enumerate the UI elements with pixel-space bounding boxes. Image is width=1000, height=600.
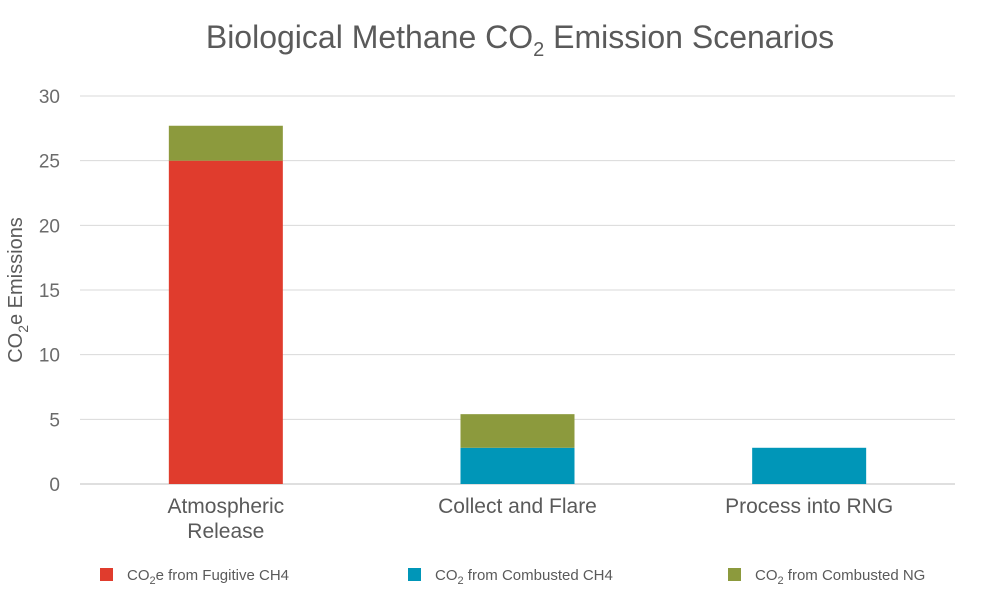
legend-label: CO2 from Combusted NG [755,567,925,587]
x-category-label-line: Atmospheric [167,495,284,518]
legend-label-pre: CO [435,567,458,584]
legend-label-post: from Combusted NG [784,567,926,584]
x-axis-categories: Atmospheric Release Collect and Flare Proce… [167,495,893,543]
y-tick-label: 20 [39,216,60,237]
x-category-label-line: Collect and Flare [438,495,597,518]
y-tick-label: 15 [39,281,60,302]
bar-segment [168,125,283,161]
bars [168,125,867,484]
legend-label: CO2e from Fugitive CH4 [127,567,289,587]
y-tick-label: 10 [39,346,60,367]
bar-segment [752,447,867,484]
bar-segment [460,414,575,448]
bar-segment [460,447,575,484]
legend-swatch [100,568,113,581]
chart-title: Biological Methane CO2 Emission Scenario… [206,19,834,61]
chart-title-subscript: 2 [533,39,544,61]
x-category-label: Collect and Flare [438,495,597,518]
y-axis-label-post: e Emissions [5,217,27,325]
x-category-label-line: Release [187,520,264,543]
y-tick-label: 5 [49,410,60,431]
legend: CO2e from Fugitive CH4 CO2 from Combusted… [100,567,925,587]
y-axis-label-subscript: 2 [15,325,31,333]
x-category-label: Process into RNG [725,495,893,518]
legend-swatch [408,568,421,581]
legend-label-pre: CO [755,567,778,584]
y-axis-label-pre: CO [5,333,27,363]
legend-label-post: e from Fugitive CH4 [156,567,289,584]
legend-label-subscript: 2 [150,575,156,587]
legend-label-post: from Combusted CH4 [464,567,613,584]
y-tick-label: 0 [49,475,60,496]
y-axis-label: CO2e Emissions [5,217,31,363]
y-axis-ticks: 0 5 10 15 20 25 30 [39,87,60,496]
x-category-label-line: Process into RNG [725,495,893,518]
legend-label: CO2 from Combusted CH4 [435,567,613,587]
legend-label-subscript: 2 [458,575,464,587]
legend-swatch [728,568,741,581]
legend-label-pre: CO [127,567,150,584]
y-tick-label: 25 [39,152,60,173]
chart-title-tail: Emission Scenarios [544,19,834,55]
y-tick-label: 30 [39,87,60,108]
legend-label-subscript: 2 [778,575,784,587]
chart-title-main: Biological Methane CO [206,19,533,55]
x-category-label: Atmospheric Release [167,495,284,543]
bar-segment [168,160,283,484]
